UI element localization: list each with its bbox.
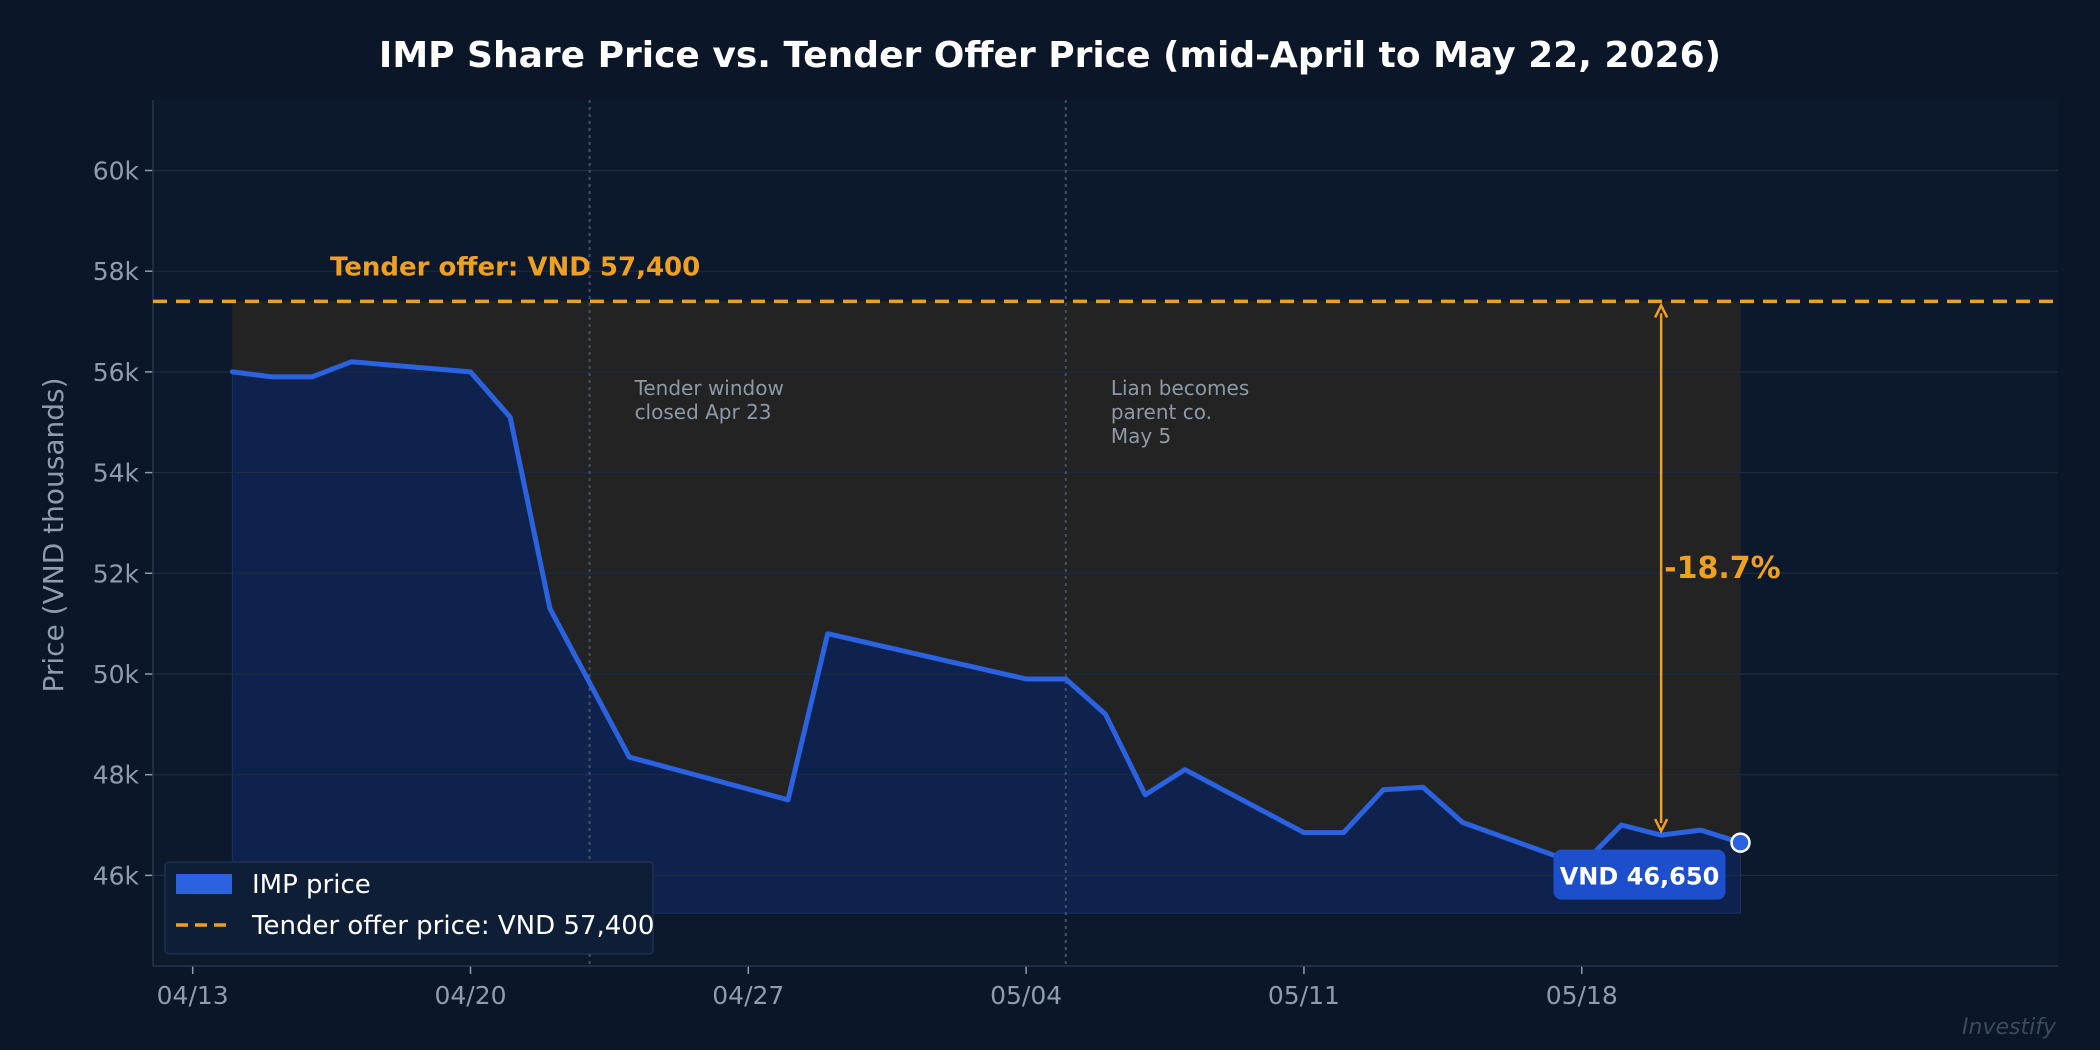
y-tick-label: 60k	[93, 156, 140, 185]
legend-label-tender: Tender offer price: VND 57,400	[251, 911, 654, 941]
last-price-marker	[1730, 832, 1751, 853]
x-tick-label: 04/27	[712, 981, 784, 1010]
x-tick-label: 05/11	[1268, 981, 1340, 1010]
y-axis-label: Price (VND thousands)	[37, 377, 70, 692]
x-tick-label: 04/13	[157, 981, 229, 1010]
x-axis-ticks: 04/13 04/20 04/27 05/04 05/11 05/18	[157, 966, 1618, 1010]
event-annotation: Lian becomes parent co. May 5	[1111, 376, 1249, 448]
event-lines: Tender window closed Apr 23 Lian becomes pa…	[588, 100, 1249, 966]
x-tick-label: 04/20	[434, 981, 506, 1010]
gap-percent-label: -18.7%	[1664, 551, 1781, 586]
event-annotation-line: closed Apr 23	[635, 400, 772, 424]
event-annotation-line: parent co.	[1111, 400, 1212, 424]
y-tick-label: 48k	[93, 761, 140, 790]
event-annotation: Tender window closed Apr 23	[634, 376, 784, 424]
last-price-callout: VND 46,650	[1553, 849, 1726, 900]
y-tick-label: 46k	[93, 861, 140, 890]
legend-label-price: IMP price	[252, 870, 371, 900]
event-annotation-line: Lian becomes	[1111, 376, 1249, 400]
tender-offer-label: Tender offer: VND 57,400	[330, 252, 700, 282]
gap-arrow-head-up	[1654, 302, 1669, 318]
callout-background	[1553, 849, 1726, 900]
gap-arrow-head-down	[1654, 818, 1669, 834]
gridlines	[153, 169, 2058, 876]
legend-box	[164, 861, 654, 955]
chart-title: IMP Share Price vs. Tender Offer Price (…	[379, 35, 1721, 76]
y-tick-label: 56k	[93, 358, 140, 387]
x-tick-label: 05/04	[990, 981, 1062, 1010]
y-tick-label: 52k	[93, 559, 140, 588]
event-annotation-line: May 5	[1111, 424, 1171, 448]
legend-swatch-price	[176, 874, 232, 894]
y-axis-ticks: 46k 48k 50k 52k 54k 56k 58k 60k	[93, 156, 153, 890]
y-tick-label: 50k	[93, 660, 140, 689]
legend: IMP price Tender offer price: VND 57,400	[164, 861, 654, 955]
y-tick-label: 58k	[93, 257, 140, 286]
gap-arrow	[1654, 302, 1669, 834]
callout-label: VND 46,650	[1560, 863, 1720, 891]
y-tick-label: 54k	[93, 459, 140, 488]
x-tick-label: 05/18	[1546, 981, 1618, 1010]
event-annotation-line: Tender window	[634, 376, 784, 400]
watermark: Investify	[1962, 1015, 2057, 1040]
